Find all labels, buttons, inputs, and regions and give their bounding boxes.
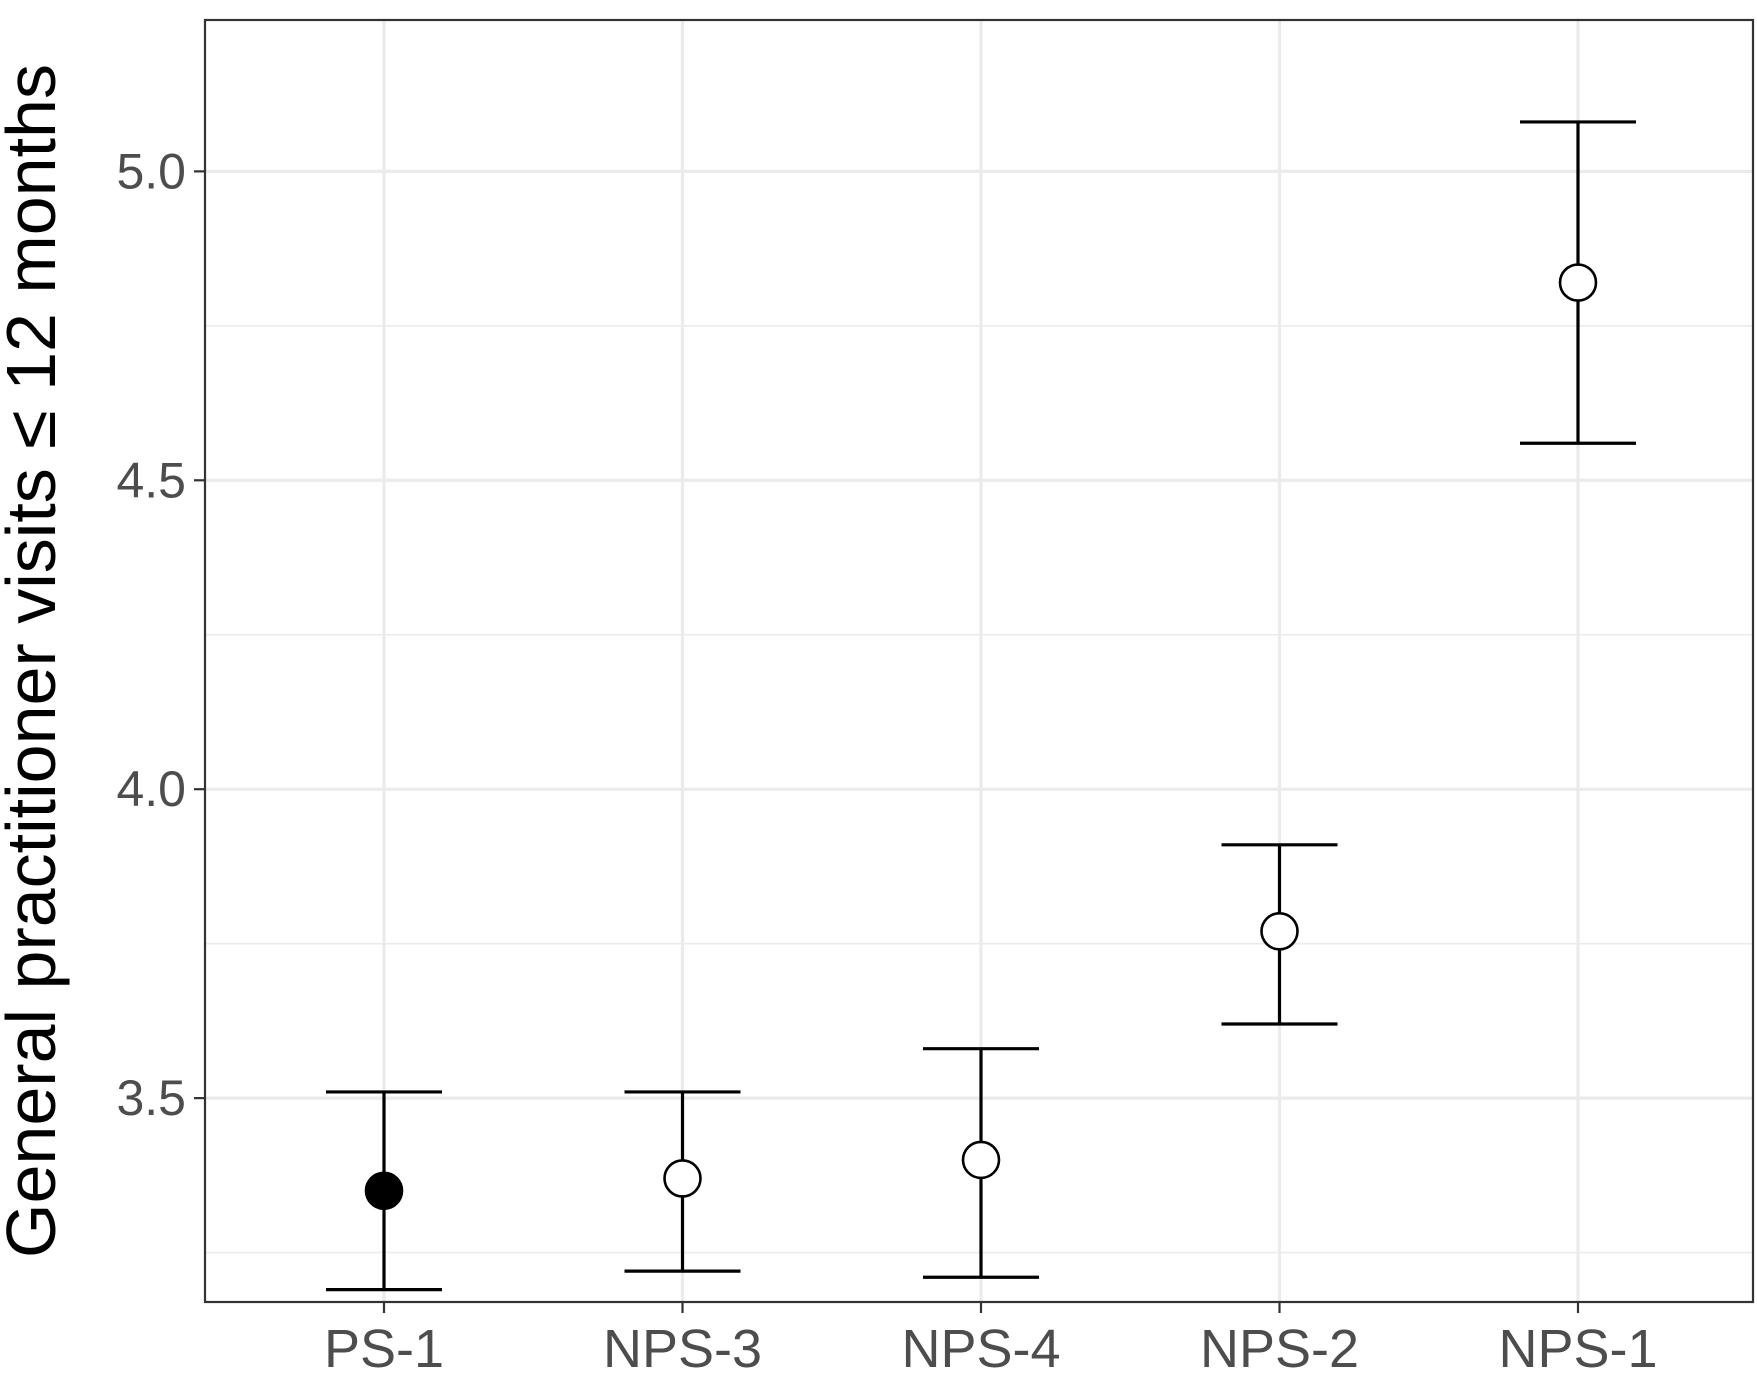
y-axis-title: General practitioner visits ≤ 12 months	[0, 64, 70, 1258]
grid-lines	[205, 20, 1753, 1302]
data-marks	[326, 120, 1636, 1292]
x-tick-label: NPS-4	[901, 1319, 1060, 1374]
x-tick-label: PS-1	[324, 1319, 444, 1374]
data-point	[961, 1140, 1001, 1180]
x-tick-label: NPS-1	[1498, 1319, 1657, 1374]
data-point	[1558, 263, 1598, 302]
x-tick-label: NPS-3	[603, 1319, 762, 1374]
panel-border	[203, 18, 1755, 1304]
axes: 3.5 4.0 4.5 5.0 PS-1 NPS-3 NPS-4 NPS-2 NPS-1	[116, 143, 1657, 1374]
data-point	[663, 1159, 702, 1198]
y-tick-label: 4.5	[116, 452, 186, 508]
x-tick-label: NPS-2	[1200, 1319, 1359, 1374]
data-point	[364, 1171, 404, 1211]
y-tick-label: 5.0	[116, 143, 186, 199]
data-point	[1260, 912, 1299, 951]
y-tick-label: 4.0	[116, 761, 186, 817]
y-tick-label: 3.5	[116, 1070, 186, 1126]
